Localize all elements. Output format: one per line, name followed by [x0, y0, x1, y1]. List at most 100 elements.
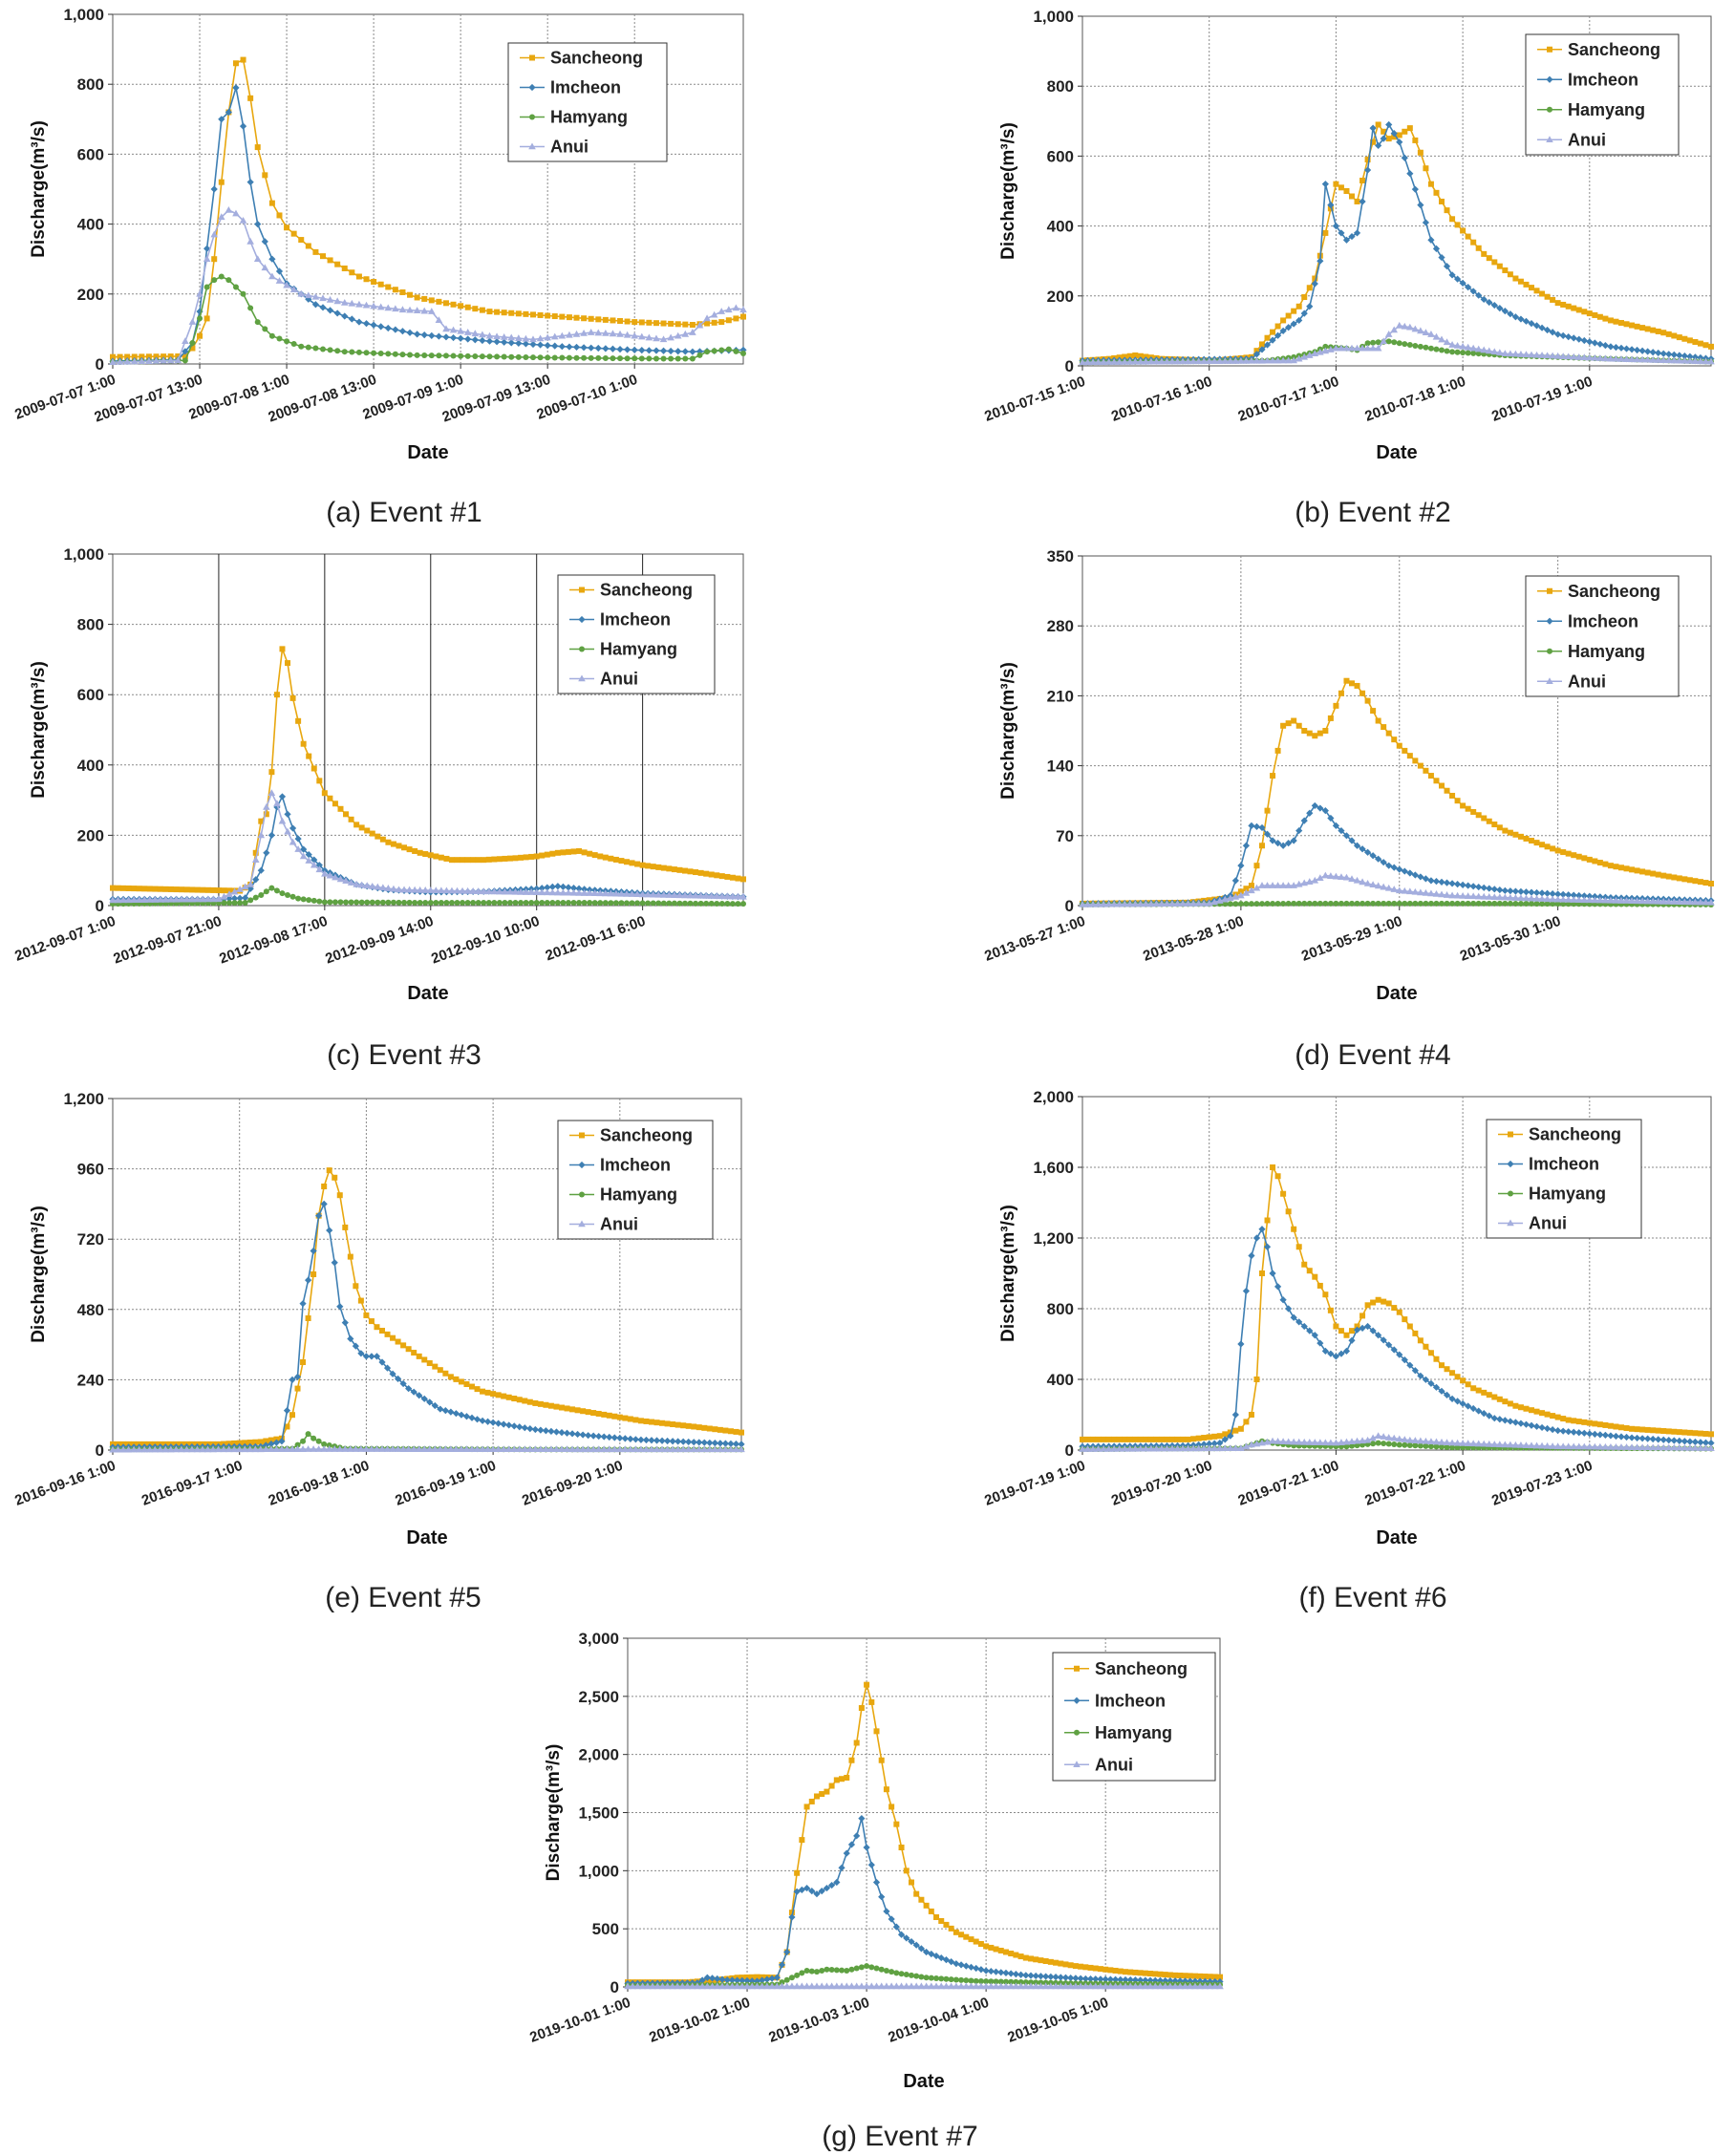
data-point [326, 871, 334, 879]
data-point [1423, 767, 1429, 774]
y-tick-label: 70 [1056, 827, 1074, 845]
data-point [454, 857, 460, 864]
legend-label: Anui [550, 138, 589, 157]
data-point [517, 887, 524, 895]
data-point [1306, 285, 1313, 291]
data-point [420, 307, 429, 314]
data-point [1037, 1982, 1045, 1990]
legend-label: Anui [1529, 1214, 1567, 1233]
data-point [1185, 1436, 1191, 1442]
data-point [1591, 339, 1598, 347]
data-point [427, 900, 434, 907]
data-point [353, 880, 360, 887]
data-point [304, 1276, 312, 1284]
data-point [496, 900, 503, 907]
data-point [1543, 895, 1552, 903]
data-point [510, 1422, 518, 1430]
data-point [1481, 250, 1488, 257]
data-point [948, 1958, 955, 1966]
data-point [932, 1982, 940, 1990]
y-axis-title: Discharge(m³/s) [29, 1206, 49, 1343]
data-point [1549, 352, 1556, 359]
data-point [275, 277, 284, 284]
data-point [182, 352, 188, 359]
data-point [933, 1975, 940, 1981]
data-point [588, 354, 594, 361]
data-point [295, 895, 302, 902]
data-point [278, 1438, 286, 1445]
data-point [1486, 900, 1492, 907]
data-point [1258, 1226, 1266, 1233]
data-point [1253, 1377, 1260, 1382]
data-point [1575, 1429, 1583, 1437]
data-point [1194, 1444, 1203, 1452]
data-point [1364, 1302, 1371, 1309]
data-point [1432, 1438, 1441, 1445]
data-point [595, 316, 602, 323]
data-point [1528, 888, 1535, 896]
data-point [1544, 1411, 1551, 1418]
data-point [1380, 135, 1387, 142]
data-point [565, 848, 571, 855]
data-point [1082, 1964, 1089, 1971]
data-point [157, 886, 163, 892]
data-point [1090, 1436, 1097, 1442]
data-point [1252, 1234, 1261, 1242]
data-point [1544, 843, 1551, 850]
data-point [674, 1421, 681, 1428]
data-point [1485, 347, 1493, 354]
data-point [648, 1445, 655, 1453]
data-point [1612, 344, 1620, 352]
data-point [1295, 722, 1302, 729]
panel-caption: (a) Event #1 [326, 497, 482, 528]
data-point [437, 1367, 443, 1374]
data-point [1312, 900, 1318, 907]
data-point [218, 116, 225, 123]
data-point [1300, 1438, 1309, 1445]
data-point [299, 852, 308, 860]
data-point [1285, 312, 1292, 319]
data-point [1168, 357, 1176, 365]
data-point [1017, 1979, 1024, 1986]
data-point [608, 855, 614, 862]
data-point [189, 340, 196, 347]
data-point [1327, 346, 1335, 352]
data-point [247, 95, 254, 101]
data-point [373, 1445, 381, 1452]
data-point [1037, 1973, 1045, 1980]
data-point [1312, 1273, 1318, 1280]
data-point [1374, 1432, 1382, 1439]
data-point [327, 257, 333, 264]
data-point [1596, 340, 1604, 348]
data-point [326, 307, 334, 314]
data-point [1375, 1296, 1381, 1303]
data-point [1592, 1420, 1598, 1427]
data-point [618, 858, 625, 865]
data-point [1460, 227, 1466, 234]
data-point [221, 900, 227, 907]
data-point [808, 1798, 815, 1804]
y-tick-label: 1,600 [1033, 1159, 1074, 1177]
data-point [420, 1445, 429, 1452]
data-point [1522, 351, 1531, 358]
data-point [674, 321, 681, 328]
data-point [1121, 900, 1129, 907]
data-point [215, 895, 223, 903]
data-point [1167, 1976, 1174, 1985]
data-point [703, 870, 710, 877]
data-point [310, 861, 318, 868]
data-point [441, 1445, 450, 1452]
data-point [1375, 717, 1381, 724]
data-point [1381, 128, 1387, 135]
data-point [1364, 340, 1371, 347]
data-point [968, 1977, 974, 1984]
data-point [799, 1837, 805, 1844]
data-point [1406, 1436, 1414, 1443]
data-point [1216, 1433, 1223, 1440]
data-point [708, 1975, 717, 1982]
data-point [917, 1982, 926, 1990]
data-point [867, 1982, 876, 1990]
data-point [1427, 1438, 1435, 1445]
data-point [903, 1972, 910, 1978]
